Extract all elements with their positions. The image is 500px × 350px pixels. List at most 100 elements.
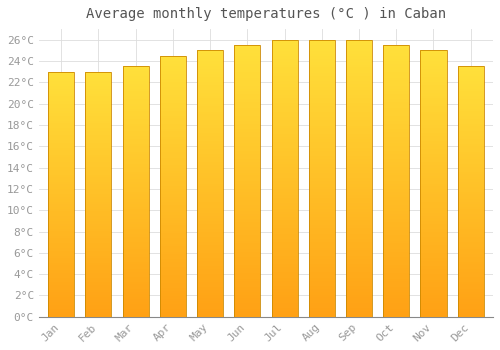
Bar	[308, 233, 335, 237]
Bar	[234, 189, 260, 192]
Bar	[308, 114, 335, 117]
Bar	[122, 81, 148, 84]
Bar	[458, 194, 483, 197]
Bar	[308, 253, 335, 256]
Bar	[383, 230, 409, 232]
Bar	[458, 109, 483, 111]
Bar	[346, 114, 372, 117]
Bar	[308, 197, 335, 201]
Bar	[86, 187, 112, 189]
Bar	[234, 197, 260, 200]
Bar	[160, 116, 186, 118]
Bar	[86, 116, 112, 118]
Bar	[308, 264, 335, 267]
Bar	[272, 106, 297, 109]
Bar	[420, 109, 446, 112]
Bar	[86, 153, 112, 155]
Bar	[48, 243, 74, 246]
Bar	[458, 191, 483, 194]
Bar	[346, 275, 372, 278]
Bar	[272, 170, 297, 173]
Bar	[160, 183, 186, 186]
Bar	[308, 159, 335, 162]
Bar	[234, 222, 260, 224]
Bar	[383, 61, 409, 64]
Bar	[160, 126, 186, 129]
Bar	[458, 79, 483, 82]
Bar	[122, 241, 148, 244]
Bar	[346, 311, 372, 314]
Bar	[160, 246, 186, 249]
Bar	[272, 187, 297, 189]
Bar	[197, 112, 223, 114]
Bar	[383, 67, 409, 70]
Bar	[346, 239, 372, 242]
Bar	[383, 94, 409, 97]
Bar	[86, 143, 112, 145]
Bar	[383, 121, 409, 124]
Bar	[48, 204, 74, 206]
Bar	[234, 240, 260, 244]
Bar	[346, 56, 372, 59]
Bar	[86, 74, 112, 77]
Bar	[197, 170, 223, 173]
Bar	[197, 301, 223, 303]
Bar	[420, 117, 446, 120]
Bar	[197, 213, 223, 216]
Bar	[234, 208, 260, 211]
Bar	[86, 292, 112, 295]
Bar	[234, 56, 260, 59]
Bar	[346, 253, 372, 256]
Bar	[197, 133, 223, 136]
Bar	[272, 67, 297, 70]
Bar	[160, 74, 186, 77]
Bar	[197, 208, 223, 210]
Bar	[48, 84, 74, 86]
Bar	[160, 155, 186, 158]
Bar	[458, 76, 483, 79]
Bar	[86, 126, 112, 128]
Bar	[197, 226, 223, 229]
Bar	[48, 314, 74, 317]
Bar	[420, 69, 446, 72]
Bar	[160, 233, 186, 236]
Bar	[197, 56, 223, 58]
Bar	[383, 132, 409, 135]
Bar	[122, 217, 148, 219]
Bar	[48, 300, 74, 302]
Bar	[122, 66, 148, 69]
Bar	[160, 191, 186, 194]
Bar	[160, 149, 186, 152]
Bar	[346, 197, 372, 201]
Bar	[86, 172, 112, 175]
Bar	[160, 181, 186, 184]
Bar	[420, 303, 446, 306]
Bar	[48, 282, 74, 285]
Bar	[346, 84, 372, 87]
Bar	[346, 126, 372, 128]
Bar	[272, 45, 297, 48]
Bar	[234, 173, 260, 175]
Bar	[86, 236, 112, 238]
Bar	[122, 71, 148, 74]
Bar	[234, 124, 260, 127]
Bar	[48, 111, 74, 113]
Bar	[346, 200, 372, 203]
Bar	[383, 116, 409, 118]
Bar	[122, 249, 148, 252]
Bar	[234, 249, 260, 252]
Bar	[272, 253, 297, 256]
Bar	[308, 181, 335, 184]
Bar	[272, 153, 297, 156]
Bar	[272, 195, 297, 198]
Bar	[86, 197, 112, 199]
Bar	[458, 264, 483, 267]
Bar	[308, 62, 335, 65]
Bar	[234, 194, 260, 197]
Bar	[86, 113, 112, 116]
Bar	[272, 261, 297, 264]
Bar	[48, 187, 74, 189]
Bar	[420, 205, 446, 208]
Bar	[458, 287, 483, 289]
Bar	[122, 136, 148, 139]
